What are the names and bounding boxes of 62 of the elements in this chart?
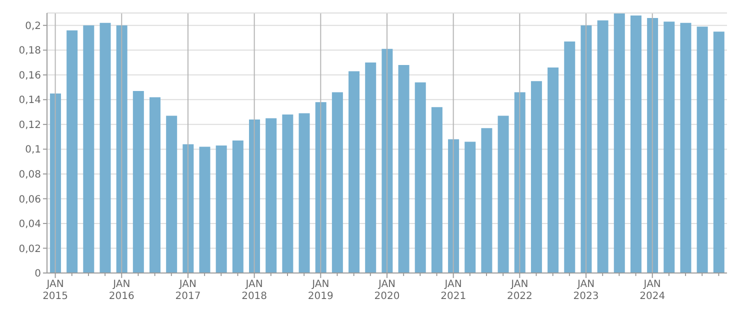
x-tick-label: JAN 2020 xyxy=(374,279,400,302)
x-tick-label: JAN 2024 xyxy=(640,279,666,302)
bar xyxy=(266,118,277,273)
y-tick-label: 0,12 xyxy=(18,120,41,131)
x-tick-label: JAN 2015 xyxy=(42,279,68,302)
bar xyxy=(83,25,94,273)
y-tick-label: 0,14 xyxy=(18,95,41,106)
bar xyxy=(548,67,559,273)
x-tick-label: JAN 2017 xyxy=(175,279,201,302)
y-tick-label: 0,2 xyxy=(25,20,41,32)
x-tick-label: JAN 2022 xyxy=(506,279,532,302)
x-tick-label: JAN 2021 xyxy=(440,279,466,302)
bar xyxy=(116,25,128,273)
bar xyxy=(100,22,111,273)
bar xyxy=(232,140,244,273)
bar xyxy=(348,71,360,273)
bar xyxy=(66,30,78,273)
bar xyxy=(216,145,227,273)
bar xyxy=(713,32,724,273)
bar xyxy=(249,119,260,273)
y-tick-label: 0,1 xyxy=(25,144,41,156)
y-tick-label: 0,02 xyxy=(18,244,41,255)
bar xyxy=(431,107,442,273)
bar xyxy=(414,82,426,273)
bar xyxy=(365,62,376,273)
bar xyxy=(630,15,642,273)
bar xyxy=(614,13,625,273)
y-tick-label: 0 xyxy=(34,268,41,280)
bar xyxy=(530,81,542,273)
bar xyxy=(132,91,144,273)
bar xyxy=(298,113,310,273)
bar xyxy=(282,114,294,273)
bar xyxy=(382,48,393,273)
bar xyxy=(150,97,160,273)
bar xyxy=(166,116,178,273)
bar xyxy=(580,25,592,273)
x-tick-label: JAN 2023 xyxy=(573,279,599,302)
bar xyxy=(647,18,658,273)
y-tick-label: 0,18 xyxy=(18,46,41,57)
y-tick-label: 0,06 xyxy=(18,194,41,206)
bar xyxy=(50,93,61,273)
bar xyxy=(332,92,343,273)
bar xyxy=(448,139,460,273)
y-tick-label: 0,08 xyxy=(18,170,41,180)
bar xyxy=(464,142,476,273)
y-tick-label: 0,04 xyxy=(18,219,41,230)
x-tick-label: JAN 2018 xyxy=(242,279,268,302)
bar xyxy=(481,128,492,273)
y-tick-label: 0,16 xyxy=(18,70,41,82)
bar xyxy=(315,102,326,273)
bar xyxy=(514,92,526,273)
bar xyxy=(680,22,692,273)
bar xyxy=(564,41,576,273)
x-tick-label: JAN 2019 xyxy=(308,279,334,302)
bar xyxy=(398,65,410,273)
bar xyxy=(696,26,708,273)
bar xyxy=(182,144,194,273)
x-tick-label: JAN 2016 xyxy=(108,279,134,302)
bar xyxy=(664,22,675,273)
bar xyxy=(498,116,509,273)
bar xyxy=(597,20,608,273)
bar xyxy=(199,146,210,273)
